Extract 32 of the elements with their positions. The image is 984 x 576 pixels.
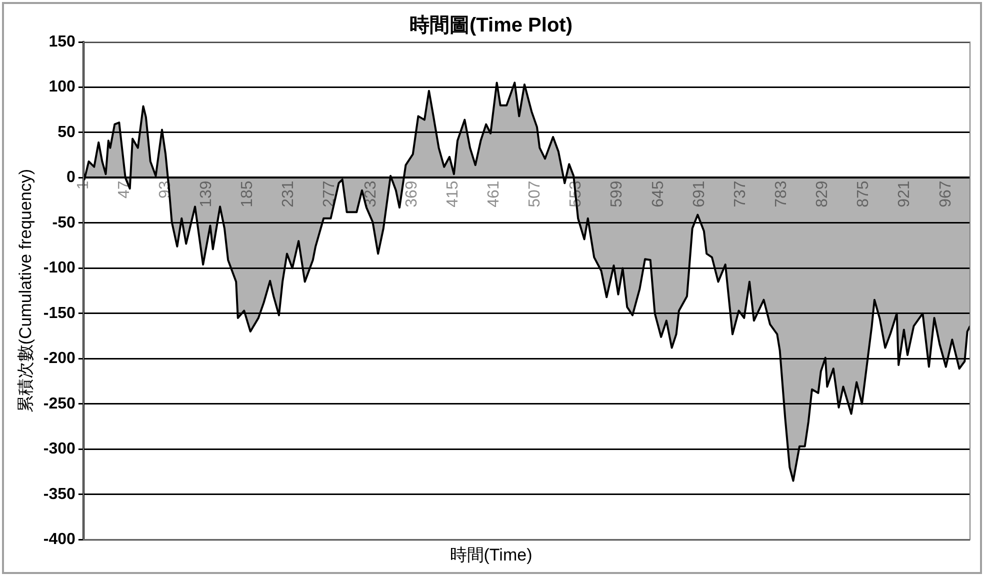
x-tick-label: 691	[690, 180, 708, 208]
chart-title: 時間圖(Time Plot)	[410, 14, 572, 37]
x-tick-label: 645	[650, 180, 667, 208]
x-tick-label: 185	[239, 180, 256, 208]
x-tick-label: 783	[773, 180, 790, 208]
y-tick-label: -150	[43, 304, 76, 322]
x-tick-label: 415	[444, 180, 462, 208]
x-tick-label: 369	[403, 180, 420, 208]
y-tick-label: -350	[43, 486, 76, 503]
x-tick-label: 737	[732, 180, 749, 208]
x-tick-label: 921	[896, 180, 914, 208]
x-tick-label: 829	[814, 180, 832, 208]
x-tick-label: 139	[198, 180, 216, 208]
y-tick-label: -400	[43, 531, 76, 548]
y-axis-title: 累積次數(Cumulative frequency)	[16, 168, 35, 413]
y-tick-label: -300	[43, 440, 76, 458]
y-tick-label: -50	[52, 214, 76, 232]
y-tick-label: 50	[58, 124, 76, 141]
y-tick-label: 150	[48, 33, 76, 50]
x-tick-label: 231	[280, 180, 298, 208]
x-tick-label: 461	[486, 180, 503, 208]
x-tick-label: 967	[937, 180, 954, 208]
x-tick-label: 507	[526, 180, 544, 208]
y-tick-label: 0	[66, 169, 76, 186]
x-tick-label: 599	[608, 180, 626, 208]
x-tick-label: 875	[855, 180, 872, 208]
y-tick-label: 100	[48, 78, 76, 96]
y-tick-label: -200	[43, 350, 76, 368]
x-axis-title: 時間(Time)	[450, 545, 532, 564]
y-tick-label: -100	[43, 260, 76, 277]
x-tick-label: 47	[116, 180, 133, 199]
y-tick-label: -250	[43, 395, 76, 412]
